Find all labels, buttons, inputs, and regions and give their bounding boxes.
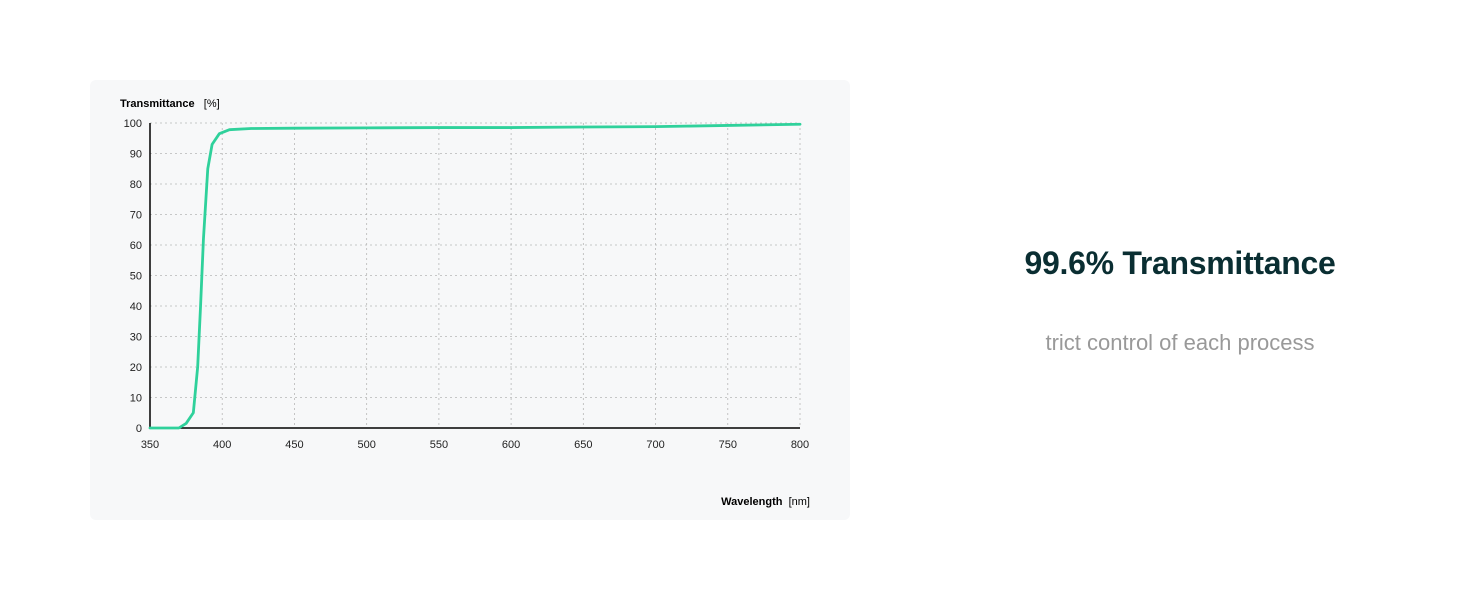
svg-text:600: 600 [502, 439, 520, 451]
svg-text:550: 550 [430, 439, 448, 451]
svg-text:40: 40 [130, 301, 142, 313]
svg-text:50: 50 [130, 271, 142, 283]
svg-text:350: 350 [141, 439, 159, 451]
y-axis-label: Transmittance [120, 98, 195, 110]
svg-text:800: 800 [791, 439, 809, 451]
svg-text:0: 0 [136, 423, 142, 435]
svg-text:500: 500 [357, 439, 375, 451]
svg-text:80: 80 [130, 179, 142, 191]
svg-text:750: 750 [719, 439, 737, 451]
svg-text:100: 100 [124, 118, 142, 130]
text-panel: 99.6% Transmittance trict control of eac… [930, 245, 1430, 356]
transmittance-chart: 0 10 20 30 40 50 60 70 80 90 100 350 400 450 500 550 600… [120, 118, 810, 483]
svg-text:10: 10 [130, 393, 142, 405]
y-axis-unit: [%] [204, 98, 220, 110]
x-axis-label: Wavelength [721, 496, 782, 508]
svg-text:700: 700 [646, 439, 664, 451]
subtext: trict control of each process [1045, 330, 1314, 356]
svg-text:60: 60 [130, 240, 142, 252]
svg-text:70: 70 [130, 210, 142, 222]
svg-text:450: 450 [285, 439, 303, 451]
headline-text: 99.6% Transmittance [1025, 245, 1336, 282]
svg-text:20: 20 [130, 362, 142, 374]
y-axis-title: Transmittance [%] [120, 98, 220, 110]
svg-text:650: 650 [574, 439, 592, 451]
x-axis-title: Wavelength [nm] [721, 496, 810, 508]
svg-text:30: 30 [130, 332, 142, 344]
svg-text:90: 90 [130, 149, 142, 161]
chart-panel: Transmittance [%] 0 10 20 30 40 50 60 70 80 90 100… [90, 80, 850, 520]
svg-text:400: 400 [213, 439, 231, 451]
x-axis-unit: [nm] [789, 496, 810, 508]
